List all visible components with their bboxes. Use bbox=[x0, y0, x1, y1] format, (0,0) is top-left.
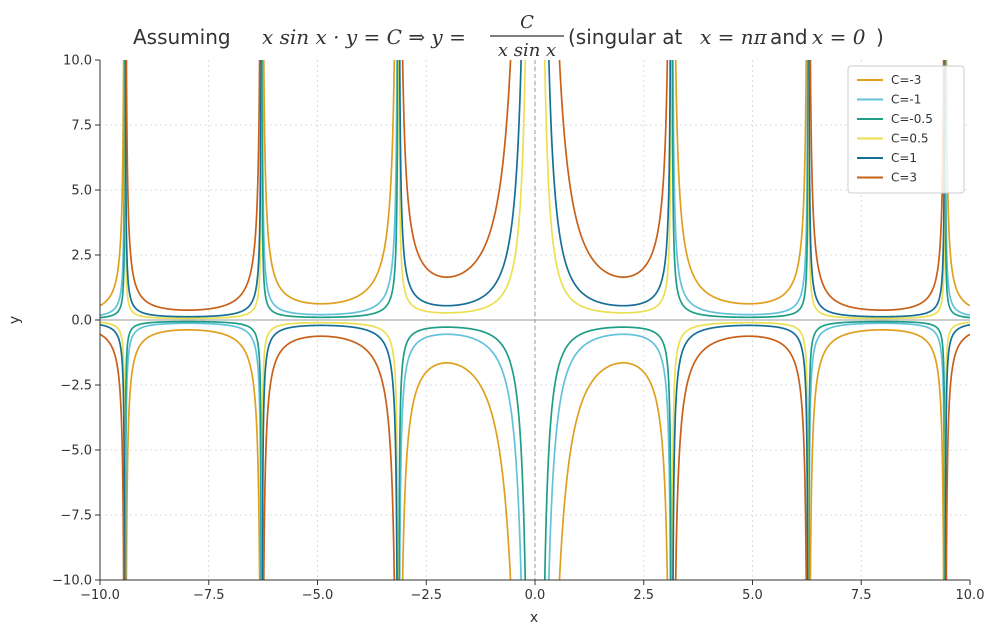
title-suffix-2: and bbox=[770, 25, 808, 49]
title-suffix-3: ) bbox=[876, 25, 884, 49]
x-tick-label: −7.5 bbox=[193, 588, 225, 603]
x-tick-label: 2.5 bbox=[633, 588, 654, 603]
legend-label: C=-0.5 bbox=[891, 112, 933, 126]
legend-label: C=0.5 bbox=[891, 132, 929, 146]
legend: C=-3 C=-1 C=-0.5 C=0.5 C=1 C=3 bbox=[847, 65, 965, 194]
series-line bbox=[100, 60, 970, 580]
chart-title: Assuming x sin x · y = C ⇒ y = C x sin x… bbox=[133, 12, 884, 61]
y-tick-label: 5.0 bbox=[71, 184, 92, 199]
title-fraction-numerator: C bbox=[520, 12, 534, 33]
x-tick-label: −2.5 bbox=[410, 588, 442, 603]
series-line bbox=[100, 60, 970, 580]
series-group bbox=[100, 60, 970, 580]
y-axis-label: y bbox=[7, 316, 23, 324]
x-tick-label: 7.5 bbox=[851, 588, 872, 603]
x-tick-label: −5.0 bbox=[302, 588, 334, 603]
title-fraction-denominator: x sin x bbox=[498, 40, 556, 61]
series-line bbox=[100, 60, 970, 580]
y-tick-label: −7.5 bbox=[60, 509, 92, 524]
legend-box bbox=[847, 65, 965, 194]
y-tick-label: −5.0 bbox=[60, 444, 92, 459]
legend-label: C=3 bbox=[891, 171, 917, 185]
x-tick-label: 10.0 bbox=[956, 588, 985, 603]
x-axis-label: x bbox=[530, 610, 538, 625]
series-line bbox=[100, 60, 970, 580]
y-tick-label: −2.5 bbox=[60, 379, 92, 394]
ticks: −10.0 −7.5 −5.0 −2.5 0.0 2.5 5.0 7.5 10.0 −10.0 −7… bbox=[52, 54, 984, 604]
y-tick-label: 7.5 bbox=[71, 119, 92, 134]
series-line bbox=[100, 60, 970, 580]
x-tick-label: 5.0 bbox=[742, 588, 763, 603]
y-tick-label: 0.0 bbox=[71, 314, 92, 329]
legend-label: C=-3 bbox=[891, 73, 921, 87]
title-condition-1: x = nπ bbox=[700, 25, 768, 49]
title-equation: x sin x · y = C ⇒ y = bbox=[262, 25, 466, 49]
legend-label: C=-1 bbox=[891, 93, 921, 107]
y-tick-label: 10.0 bbox=[63, 54, 92, 69]
title-prefix: Assuming bbox=[133, 25, 231, 49]
y-tick-label: 2.5 bbox=[71, 249, 92, 264]
series-line bbox=[100, 60, 970, 580]
reference-lines bbox=[100, 60, 970, 580]
x-tick-label: 0.0 bbox=[525, 588, 546, 603]
y-tick-label: −10.0 bbox=[52, 574, 92, 589]
title-suffix-1: (singular at bbox=[568, 25, 682, 49]
legend-label: C=1 bbox=[891, 151, 917, 165]
title-condition-2: x = 0 bbox=[812, 25, 866, 49]
x-tick-label: −10.0 bbox=[80, 588, 120, 603]
